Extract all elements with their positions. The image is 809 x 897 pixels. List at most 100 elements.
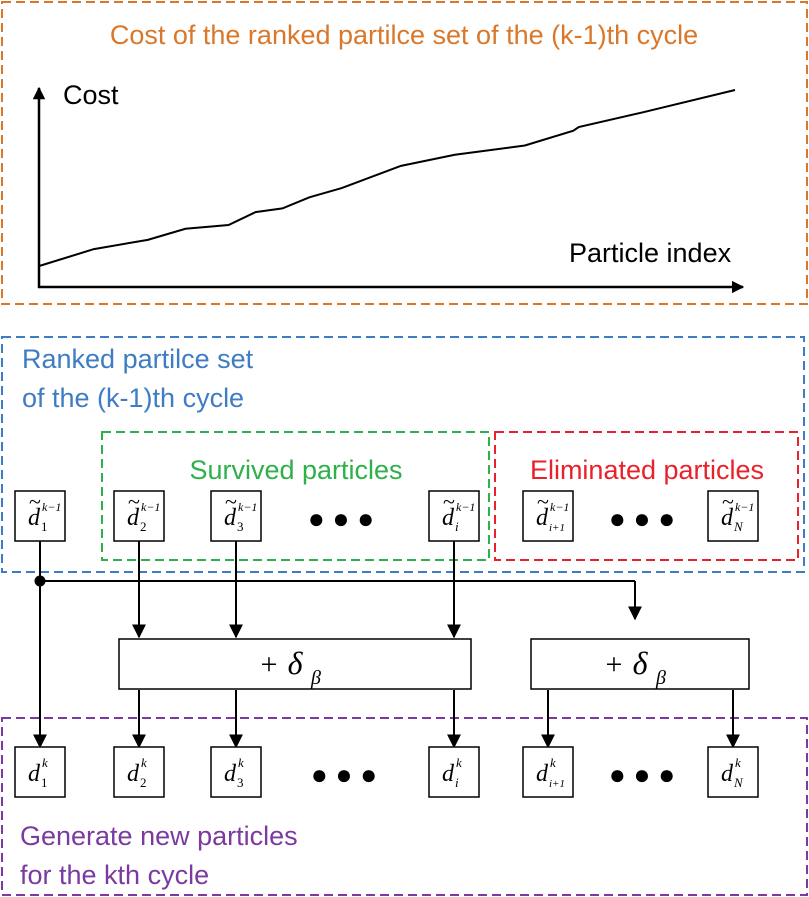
ranked-particle-1-base: d xyxy=(28,505,41,531)
ranked-panel-title-line2: of the (k-1)th cycle xyxy=(22,383,244,413)
ranked-particle-5-superscript: k−1 xyxy=(550,500,569,514)
ranked-particle-3-tilde: ~ xyxy=(225,489,237,514)
new-particle-1-frame xyxy=(14,746,66,798)
new-particle-2-frame xyxy=(113,746,165,798)
ranked-particle-2-subscript: 2 xyxy=(140,519,147,534)
ranked-particle-1-frame xyxy=(14,490,66,542)
new-particle-4-base: d xyxy=(442,761,455,787)
operator-box-2-frame xyxy=(530,638,750,690)
new-particle-4: d ik xyxy=(428,746,480,798)
new-particle-5-frame xyxy=(522,746,574,798)
operator-beta: β xyxy=(655,667,666,689)
new-particle-5-subscript: i+1 xyxy=(549,778,565,790)
y-axis-label: Cost xyxy=(63,80,119,110)
new-particle-1-subscript: 1 xyxy=(41,775,48,790)
new-particle-2-base: d xyxy=(127,761,140,787)
flow-connectors xyxy=(33,541,740,749)
new-ellipsis-1: ● ● ● xyxy=(311,759,377,790)
ranked-particle-4-tilde: ~ xyxy=(443,489,455,514)
eliminated-group-frame xyxy=(494,431,799,561)
new-particle-2: d 2 k xyxy=(113,746,165,798)
ranked-particle-1-tilde: ~ xyxy=(29,489,41,514)
operator-box-1: + δ β xyxy=(118,638,472,690)
new-particle-6-superscript: k xyxy=(735,755,741,770)
ranked-ellipsis-survived: ● ● ● xyxy=(308,503,374,534)
ranked-particle-1-subscript: 1 xyxy=(41,519,48,534)
ranked-particle-5-frame xyxy=(522,490,574,542)
new-ellipsis-2: ● ● ● xyxy=(609,759,675,790)
ranked-particle-2-superscript: k−1 xyxy=(141,500,160,514)
junction-dot xyxy=(34,575,46,587)
ranked-particle-3-base: d xyxy=(224,505,237,531)
ranked-particle-4-frame xyxy=(428,490,480,542)
operator-delta: δ xyxy=(633,645,649,681)
ranked-particle-6-subscript: N xyxy=(733,519,744,534)
operator-sign: + xyxy=(261,648,278,681)
ranked-particle-1: d~1 k−1 xyxy=(14,489,66,542)
new-particle-3-frame xyxy=(210,746,262,798)
ranked-particle-2-frame xyxy=(113,490,165,542)
new-particle-2-superscript: k xyxy=(141,755,147,770)
new-particle-1: d 1 k xyxy=(14,746,66,798)
ranked-panel-frame xyxy=(1,336,805,573)
x-axis-label: Particle index xyxy=(569,238,732,268)
ranked-particle-boxes: d~1k−1 d~2k−1 d~3k−1 d~ik−1 d~i+1k−1 d~Nk−1 xyxy=(14,489,759,542)
operator-boxes: + δ β + δ β xyxy=(118,638,750,690)
new-particle-6-base: d xyxy=(721,761,734,787)
new-particle-1-base: d xyxy=(28,761,41,787)
cost-panel-title: Cost of the ranked partilce set of the (… xyxy=(110,20,698,50)
survived-group-frame xyxy=(101,431,490,561)
new-particle-4-subscript: i xyxy=(455,775,459,790)
ranked-particle-4-subscript: i xyxy=(455,519,459,534)
new-particle-4-superscript: k xyxy=(456,755,462,770)
ranked-ellipsis-eliminated: ● ● ● xyxy=(609,503,675,534)
new-particle-3-base: d xyxy=(224,761,237,787)
ranked-particle-2-base: d xyxy=(127,505,140,531)
ranked-particle-3-frame xyxy=(210,490,262,542)
operator-delta: δ xyxy=(288,645,304,681)
new-particle-6-subscript: N xyxy=(733,775,744,790)
new-particle-6: d Nk xyxy=(707,746,759,798)
new-particle-3-superscript: k xyxy=(238,755,244,770)
new-particle-4-frame xyxy=(428,746,480,798)
operator-box-2: + δ β xyxy=(530,638,750,690)
cost-series-points xyxy=(39,89,736,266)
ranked-particle-1-superscript: k−1 xyxy=(42,500,61,514)
new-particle-3: d 3 k xyxy=(210,746,262,798)
new-particle-6-frame xyxy=(707,746,759,798)
cost-series-line xyxy=(39,89,736,267)
operator-sign: + xyxy=(606,648,623,681)
new-particle-5-base: d xyxy=(536,761,549,787)
ranked-particle-4: d~i k−1 xyxy=(428,489,480,542)
ranked-particle-6-frame xyxy=(707,490,759,542)
ranked-particle-3-subscript: 3 xyxy=(237,519,244,534)
ranked-particle-6-superscript: k−1 xyxy=(735,500,754,514)
ranked-particle-4-superscript: k−1 xyxy=(456,500,475,514)
new-particle-3-subscript: 3 xyxy=(237,775,244,790)
ranked-particle-4-base: d xyxy=(442,505,455,531)
eliminated-group-title: Eliminated particles xyxy=(530,455,764,485)
operator-beta: β xyxy=(310,667,321,689)
new-particle-boxes: d 1k d 2k d 3k d ik d i+1k d Nk xyxy=(14,746,759,798)
new-particle-2-subscript: 2 xyxy=(140,775,147,790)
ranked-particle-6-base: d xyxy=(721,505,734,531)
generate-panel-title-line2: for the kth cycle xyxy=(20,860,209,890)
new-particle-5: d i+1 k xyxy=(522,746,574,798)
new-particle-1-superscript: k xyxy=(42,755,48,770)
ranked-particle-5-base: d xyxy=(536,505,549,531)
ranked-panel-title-line1: Ranked partilce set xyxy=(22,344,254,374)
ranked-particle-6-tilde: ~ xyxy=(722,489,734,514)
ranked-particle-5: d~i+1 k−1 xyxy=(522,489,574,542)
operator-box-1-frame xyxy=(118,638,472,690)
ranked-particle-2: d~2 k−1 xyxy=(113,489,165,542)
new-particle-5-superscript: k xyxy=(550,755,556,770)
ranked-particle-3: d~3 k−1 xyxy=(210,489,262,542)
cost-panel-frame xyxy=(1,1,808,305)
ranked-particle-2-tilde: ~ xyxy=(128,489,140,514)
ranked-particle-3-superscript: k−1 xyxy=(238,500,257,514)
survived-group-title: Survived particles xyxy=(189,455,402,485)
ranked-particle-5-tilde: ~ xyxy=(537,489,549,514)
generate-panel-title-line1: Generate new particles xyxy=(20,821,298,851)
ranked-particle-5-subscript: i+1 xyxy=(549,522,565,534)
